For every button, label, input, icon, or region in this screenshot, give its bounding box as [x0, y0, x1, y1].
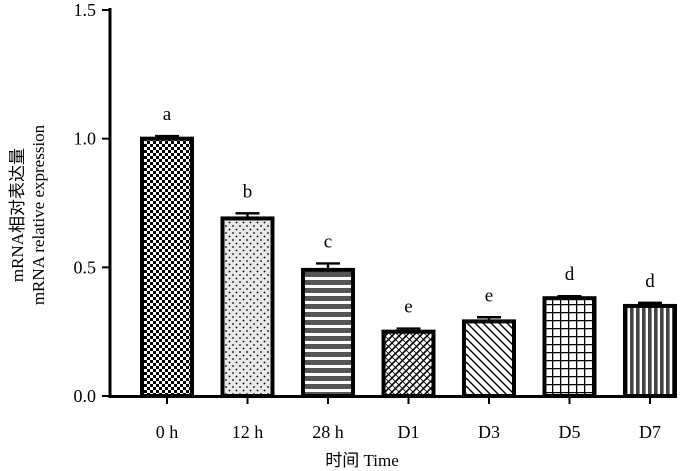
bar	[220, 216, 275, 398]
bar	[542, 296, 597, 399]
significance-letter: e	[485, 285, 493, 306]
bar	[381, 329, 436, 398]
error-bar	[638, 301, 662, 306]
significance-letter: c	[324, 231, 332, 252]
bars: a 0 h b 12 h c 28 h e D1 e	[140, 104, 677, 442]
error-bar	[235, 212, 260, 219]
error-bar	[316, 262, 340, 270]
error-bar	[557, 294, 582, 299]
x-tick-label: 28 h	[312, 422, 344, 442]
x-axis-title: 时间 Time	[325, 451, 399, 470]
x-tick-label: 0 h	[156, 422, 179, 442]
bar	[140, 136, 194, 399]
x-tick-label: D7	[639, 422, 661, 442]
y-tick-label: 0.5	[74, 257, 97, 277]
significance-letter: e	[404, 297, 412, 318]
bar	[623, 303, 677, 398]
bar-group: d D5	[542, 264, 597, 442]
bar-group: e D1	[381, 297, 436, 442]
y-tick-label: 1.0	[74, 129, 97, 149]
bar	[462, 319, 516, 398]
y-axis-title-line2: mRNA relative expression	[29, 124, 48, 305]
significance-letter: b	[243, 181, 253, 202]
bar-group: b 12 h	[220, 181, 275, 442]
x-tick-label: D3	[478, 422, 500, 442]
significance-letter: d	[565, 264, 575, 285]
significance-letter: d	[645, 271, 655, 292]
error-bar	[155, 134, 179, 139]
significance-letter: a	[163, 104, 172, 125]
y-tick-label: 1.5	[74, 0, 97, 20]
x-tick-label: 12 h	[232, 422, 264, 442]
bar-group: e D3	[462, 285, 516, 442]
error-bar	[396, 327, 421, 332]
bar-group: a 0 h	[140, 104, 194, 442]
error-bar	[477, 316, 501, 322]
bar	[301, 267, 355, 399]
x-tick-label: D1	[398, 422, 420, 442]
y-axis-title-line1: mRNA相对表达量	[8, 148, 27, 282]
bar-group: d D7	[623, 271, 677, 442]
x-tick-label: D5	[559, 422, 581, 442]
y-ticks: 0.0 0.5 1.0 1.5	[74, 0, 110, 406]
bar-group: c 28 h	[301, 231, 355, 442]
y-tick-label: 0.0	[74, 386, 97, 406]
